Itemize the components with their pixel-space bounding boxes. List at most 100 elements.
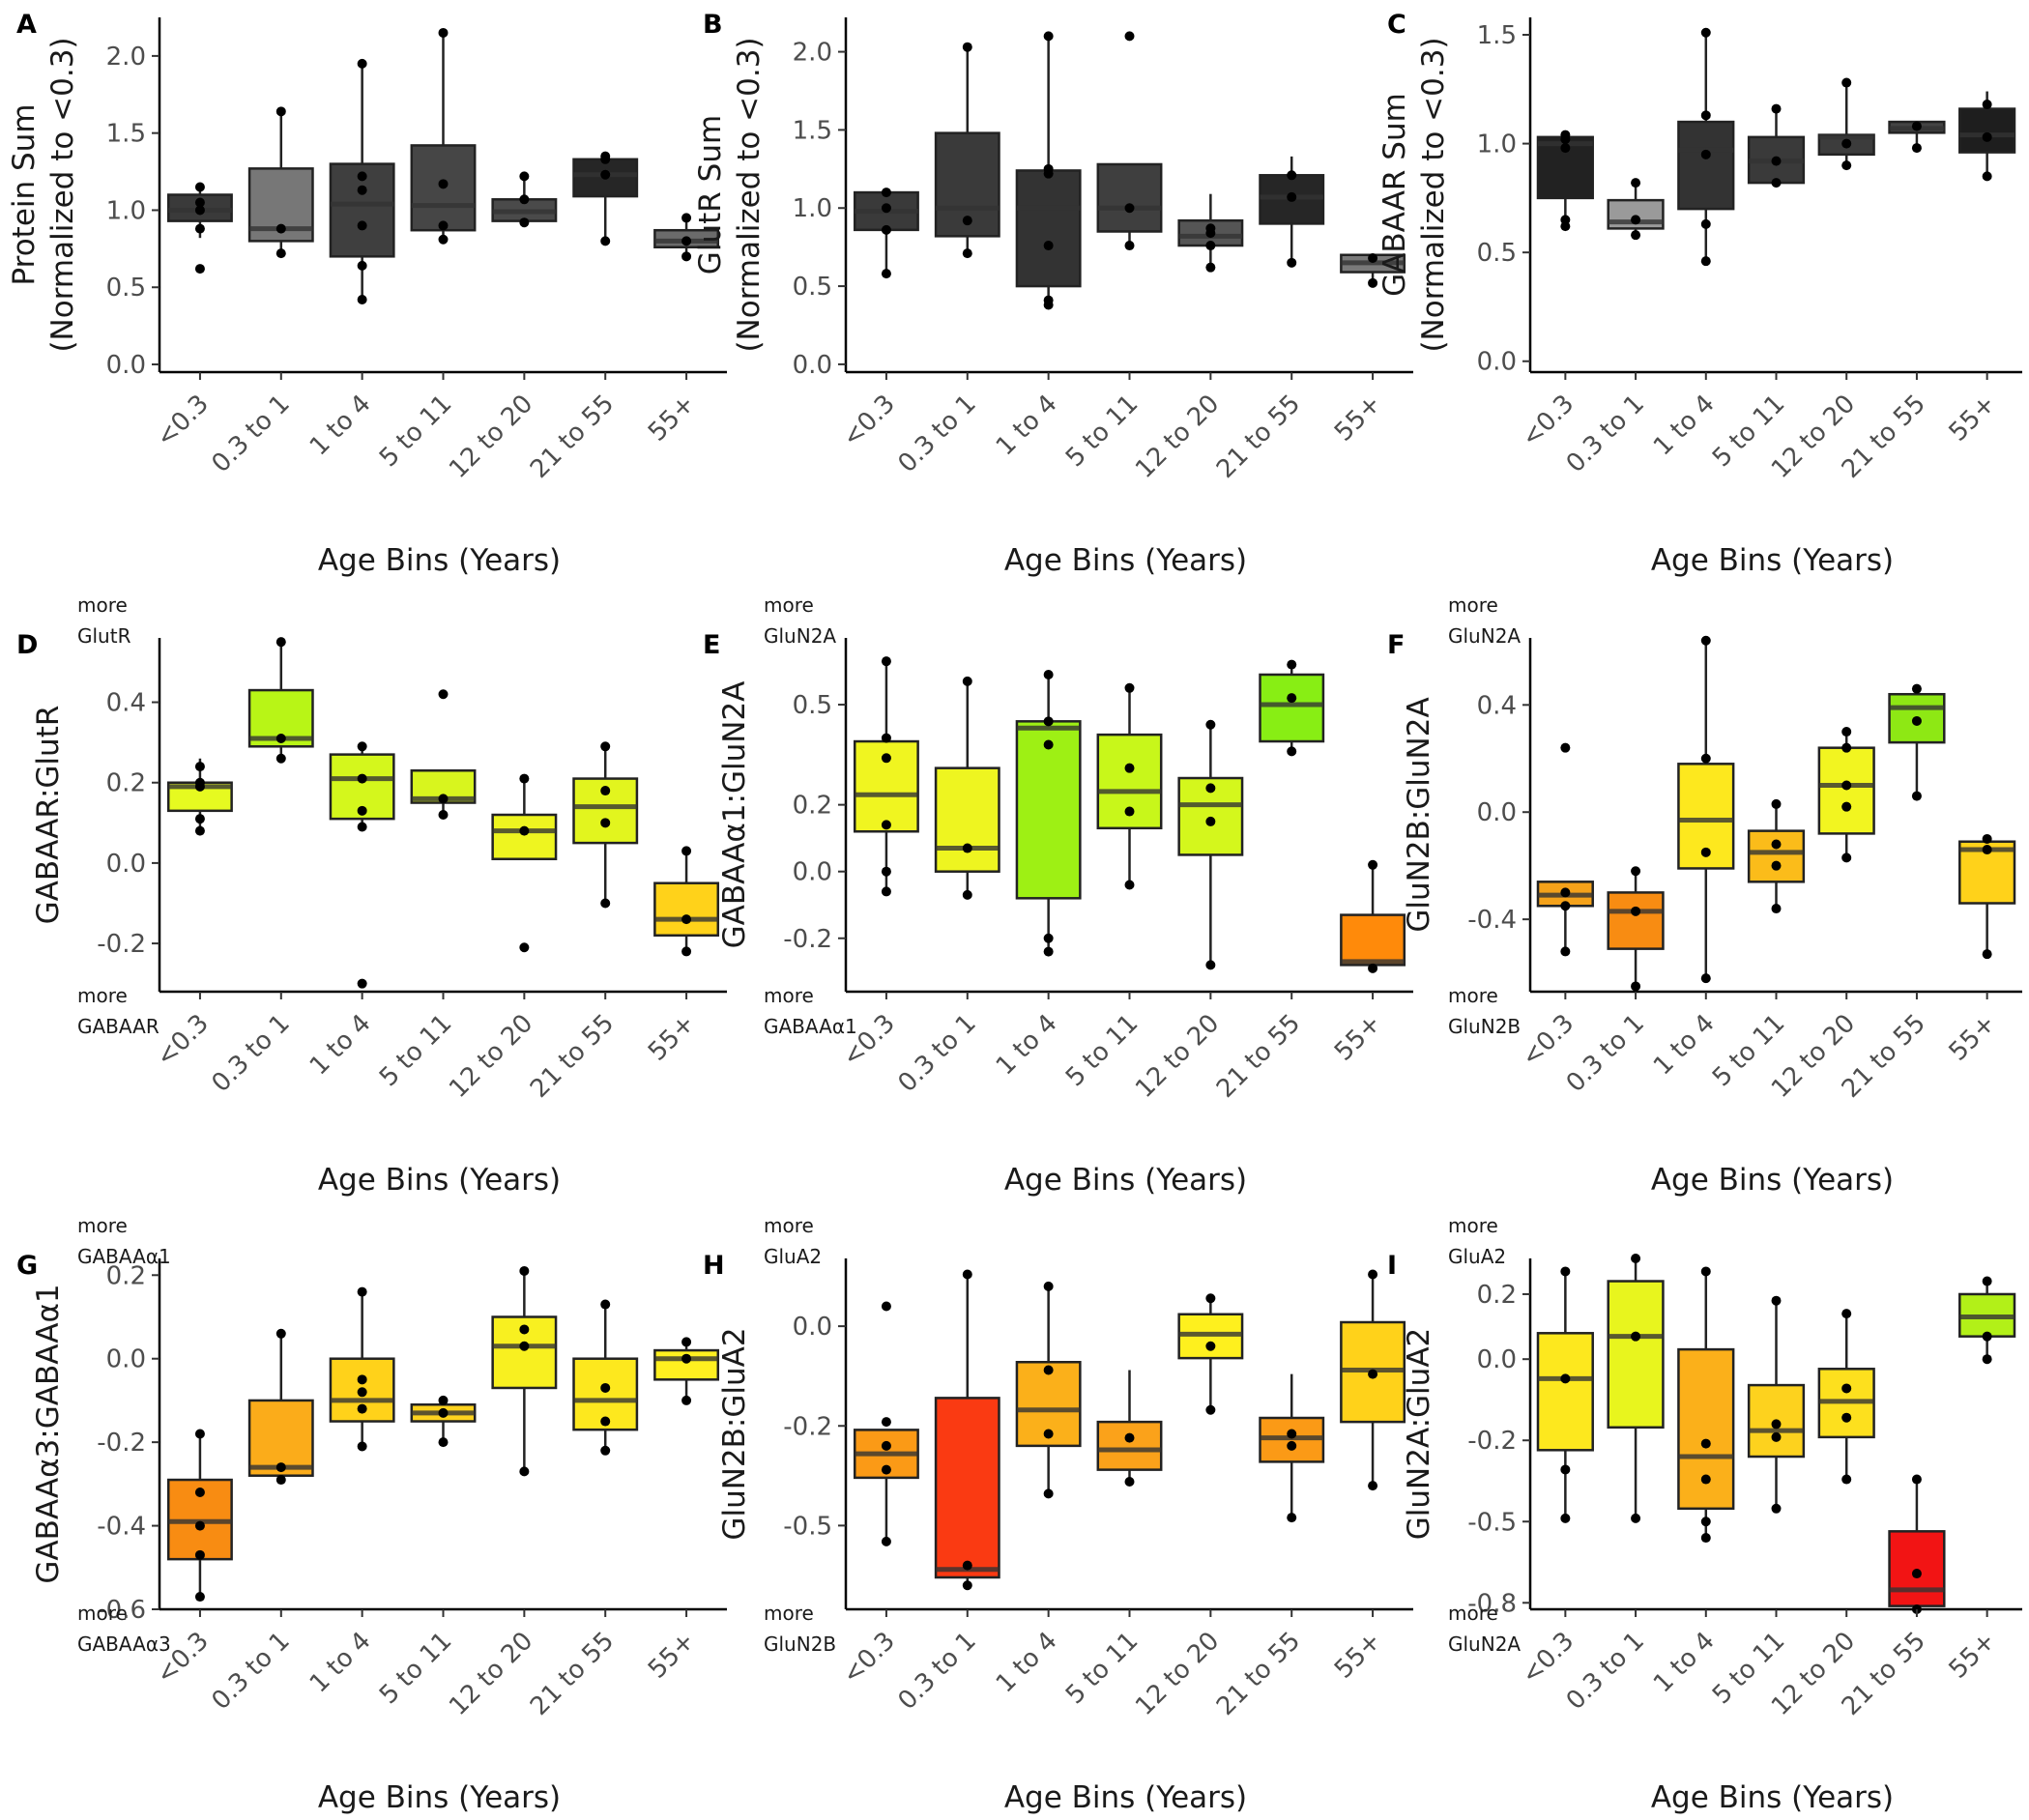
box-0.3 to 1 (934, 1269, 1000, 1591)
data-point (357, 1387, 367, 1398)
box-1 to 4 (329, 741, 395, 989)
box-0.3 to 1 (934, 676, 1000, 900)
data-point (1560, 1464, 1571, 1475)
data-point (881, 866, 891, 877)
x-tick-label: 0.3 to 1 (1561, 1627, 1650, 1716)
note-bottom: more (1448, 1602, 1498, 1625)
data-point (357, 741, 367, 752)
y-axis-title: GABAAα1:GluN2A (717, 681, 752, 949)
data-point (1287, 1440, 1297, 1451)
box-<0.3 (1536, 130, 1594, 232)
y-tick-label: 0.0 (793, 858, 832, 887)
y-tick-label: -0.5 (1467, 1508, 1517, 1537)
y-tick-label: -0.5 (783, 1512, 832, 1541)
data-point (1287, 659, 1297, 670)
data-point (1631, 178, 1641, 188)
data-point (1287, 257, 1297, 268)
note-top: more (77, 593, 128, 617)
box-iqr (1607, 1280, 1665, 1430)
data-point (1205, 241, 1216, 251)
data-point (438, 794, 449, 804)
data-point (962, 42, 972, 52)
box-iqr (491, 1315, 558, 1390)
data-point (881, 1440, 891, 1451)
data-point (1043, 1365, 1054, 1375)
data-point (881, 188, 891, 198)
data-point (962, 676, 972, 686)
x-tick-label: 1 to 4 (991, 1627, 1063, 1699)
data-point (1841, 727, 1852, 737)
note-bottom: GABAAR (77, 1015, 159, 1038)
data-point (1631, 1331, 1641, 1342)
data-point (438, 179, 449, 189)
panel-I: I-0.8-0.5-0.20.00.2<0.30.3 to 11 to 45 t… (1387, 1214, 2022, 1815)
panel-letter: G (16, 1251, 38, 1281)
box-55+ (1340, 1269, 1406, 1491)
x-tick-label: <0.3 (1516, 390, 1580, 453)
y-tick-label: 0.0 (106, 850, 146, 879)
x-tick-label: 55+ (1329, 1009, 1387, 1067)
data-point (194, 1520, 205, 1531)
note-top: GlutR (77, 624, 131, 648)
y-tick-label: 0.2 (793, 792, 832, 821)
y-tick-label: 0.5 (1477, 239, 1517, 268)
box-5 to 11 (410, 689, 477, 820)
note-bottom: GluN2B (1448, 1015, 1521, 1038)
x-tick-label: 55+ (1329, 390, 1387, 448)
box-21 to 55 (572, 151, 639, 246)
data-point (194, 264, 205, 274)
note-bottom: more (764, 1602, 814, 1625)
data-point (1771, 904, 1782, 914)
x-tick-label: 55+ (1944, 1009, 2002, 1067)
y-tick-label: 1.5 (106, 120, 146, 149)
x-axis-title: Age Bins (Years) (1651, 1780, 1894, 1815)
data-point (1631, 230, 1641, 241)
x-tick-label: 21 to 55 (1211, 1627, 1306, 1721)
data-point (275, 637, 286, 648)
data-point (1205, 719, 1216, 730)
x-axis-title: Age Bins (Years) (1004, 543, 1247, 578)
data-point (962, 843, 972, 853)
data-point (1700, 1517, 1711, 1527)
data-point (681, 236, 692, 246)
box-iqr (572, 777, 639, 845)
data-point (1368, 1369, 1378, 1379)
data-point (1700, 973, 1711, 984)
x-tick-label: 21 to 55 (525, 1627, 620, 1721)
x-tick-label: <0.3 (151, 1009, 215, 1073)
y-tick-label: -0.2 (97, 930, 146, 959)
box-5 to 11 (1747, 103, 1806, 188)
data-point (357, 1441, 367, 1452)
data-point (1205, 223, 1216, 234)
data-point (1982, 949, 1992, 960)
data-point (1124, 241, 1135, 251)
data-point (962, 889, 972, 900)
box-0.3 to 1 (247, 1328, 314, 1486)
x-tick-label: 0.3 to 1 (206, 1009, 295, 1098)
x-tick-label: 0.3 to 1 (206, 1627, 295, 1716)
x-tick-label: 1 to 4 (304, 1009, 377, 1082)
box-5 to 11 (1096, 1370, 1163, 1487)
box-iqr (1677, 1347, 1735, 1511)
box-<0.3 (853, 188, 919, 279)
data-point (357, 185, 367, 195)
box-<0.3 (1536, 742, 1594, 957)
data-point (681, 846, 692, 856)
box-iqr (491, 813, 558, 860)
data-point (1043, 295, 1054, 305)
data-point (519, 1324, 530, 1335)
data-point (1043, 1488, 1054, 1499)
data-point (1043, 933, 1054, 943)
data-point (881, 1536, 891, 1546)
data-point (194, 197, 205, 208)
box-iqr (1015, 720, 1082, 900)
x-tick-label: 12 to 20 (444, 1009, 538, 1104)
note-top: GluA2 (1448, 1245, 1506, 1268)
data-point (519, 825, 530, 836)
note-bottom: more (77, 1602, 128, 1625)
box-1 to 4 (1677, 635, 1735, 984)
data-point (1771, 156, 1782, 166)
panel-letter: B (703, 10, 723, 40)
y-tick-label: -0.4 (97, 1513, 146, 1542)
